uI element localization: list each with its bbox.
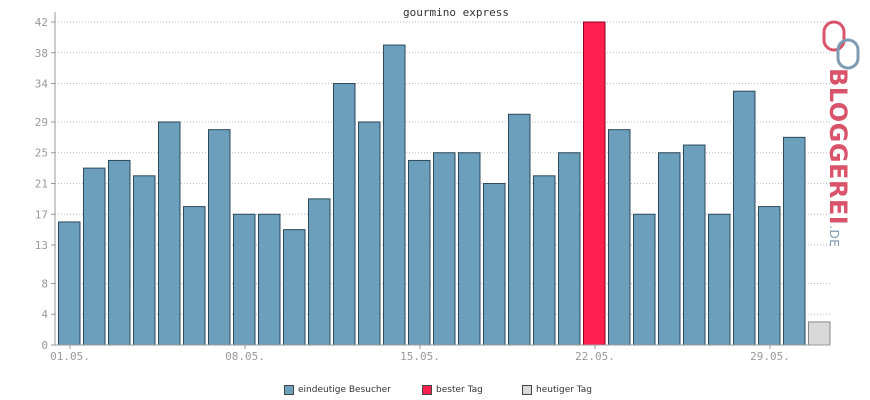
bar	[183, 206, 206, 346]
legend-swatch-visitors	[284, 385, 294, 395]
bar	[608, 129, 631, 346]
legend-label-today: heutiger Tag	[536, 385, 593, 395]
legend: eindeutige Besucher bester Tag heutiger …	[0, 385, 870, 399]
bar	[783, 136, 806, 346]
x-tick-label: 08.05.	[225, 350, 265, 363]
bar	[133, 175, 156, 346]
legend-item-today: heutiger Tag	[522, 385, 592, 395]
bar	[733, 90, 756, 346]
x-tick-label: 15.05.	[400, 350, 440, 363]
y-tick-label: 25	[35, 147, 48, 160]
bar	[558, 152, 581, 346]
bar	[408, 159, 431, 346]
bar	[58, 221, 81, 346]
legend-swatch-today	[522, 385, 532, 395]
y-tick-label: 13	[35, 239, 48, 252]
legend-label-visitors: eindeutige Besucher	[298, 385, 391, 395]
logo-text: BLOGGEREI.DE	[824, 68, 852, 258]
legend-item-best-day: bester Tag	[422, 385, 483, 395]
legend-label-best-day: bester Tag	[436, 385, 483, 395]
y-tick-label: 29	[35, 116, 48, 129]
bar	[433, 152, 456, 346]
logo-icon	[822, 20, 860, 70]
bar	[658, 152, 681, 346]
bar	[633, 213, 656, 346]
x-tick-label: 29.05.	[750, 350, 790, 363]
y-tick-label: 42	[35, 16, 48, 29]
logo-text-suffix: .DE	[827, 225, 841, 248]
y-tick-label: 8	[41, 277, 48, 290]
bar	[108, 159, 131, 346]
y-tick-label: 0	[41, 339, 48, 352]
bar	[333, 83, 356, 346]
chart-title: gourmino express	[403, 6, 509, 19]
bar	[83, 167, 106, 346]
bar	[308, 198, 331, 346]
legend-swatch-best-day	[422, 385, 432, 395]
bar	[508, 113, 531, 346]
y-tick-label: 17	[35, 208, 48, 221]
bar-group	[58, 21, 831, 346]
axes: 0 4 8 13 17 21 25 29 34 38 42 01.05. 08.05. 15.05. 22.…	[35, 12, 830, 363]
bar	[383, 44, 406, 346]
bar	[458, 152, 481, 346]
bar	[533, 175, 556, 346]
x-tick-label: 01.05.	[50, 350, 90, 363]
legend-item-visitors: eindeutige Besucher	[284, 385, 391, 395]
y-tick-label: 34	[35, 78, 49, 91]
bar	[283, 229, 306, 346]
bar	[233, 213, 256, 346]
y-tick-label: 21	[35, 178, 48, 191]
bar	[158, 121, 181, 346]
bloggerei-logo: BLOGGEREI.DE	[812, 18, 868, 247]
bar	[208, 129, 231, 346]
logo-text-main: BLOGGEREI	[824, 68, 852, 226]
bar-best-day	[583, 21, 606, 346]
bar	[758, 206, 781, 346]
bar	[258, 213, 281, 346]
y-tick-label: 4	[41, 308, 48, 321]
x-tick-label: 22.05.	[575, 350, 615, 363]
bar	[708, 213, 731, 346]
bar	[483, 183, 506, 346]
bar	[358, 121, 381, 346]
y-tick-label: 38	[35, 47, 48, 60]
bar	[683, 144, 706, 346]
bar-today	[808, 321, 831, 346]
